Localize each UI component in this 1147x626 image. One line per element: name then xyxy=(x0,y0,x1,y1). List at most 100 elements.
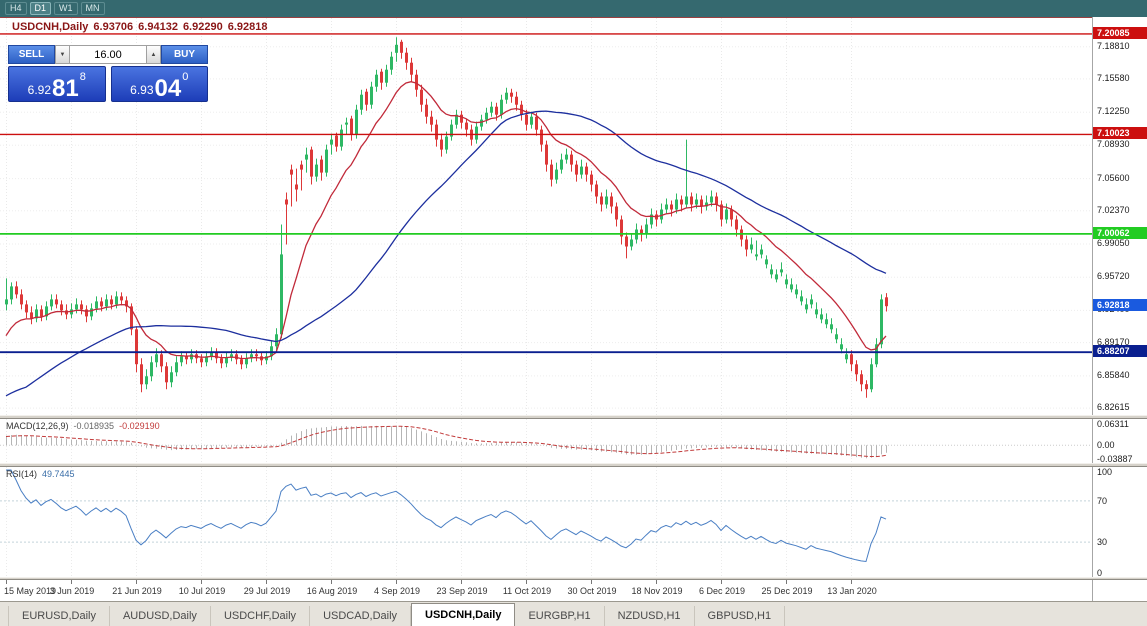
volume-decrease-icon[interactable]: ▼ xyxy=(55,45,70,64)
time-tick xyxy=(201,580,202,584)
bid-price-pip-digit: 8 xyxy=(79,71,86,83)
price-tick-label: 6.89170 xyxy=(1097,336,1130,347)
ohlc-open: 6.93706 xyxy=(93,21,134,33)
macd-axis: 0.06311 0.00 -0.03887 xyxy=(1092,419,1147,463)
date-label: 3 Jun 2019 xyxy=(49,586,95,596)
tab-usdchf-daily[interactable]: USDCHF,Daily xyxy=(211,606,311,626)
rsi-axis-label: 30 xyxy=(1097,537,1108,548)
tab-usdcnh-daily[interactable]: USDCNH,Daily xyxy=(411,603,516,626)
date-label: 10 Jul 2019 xyxy=(178,586,226,596)
time-tick xyxy=(266,580,267,584)
bid-price-prefix: 6.92 xyxy=(27,83,52,97)
date-label: 29 Jul 2019 xyxy=(243,586,291,596)
rsi-name: RSI(14) xyxy=(6,469,38,479)
price-tick-label: 7.15580 xyxy=(1097,72,1130,83)
horizontal-level-lines xyxy=(0,33,1092,354)
rsi-value: 49.7445 xyxy=(42,469,75,479)
chart-symbol-period: USDCNH,Daily xyxy=(12,21,89,33)
time-tick xyxy=(851,580,852,584)
date-label: 30 Oct 2019 xyxy=(567,586,617,596)
rsi-svg xyxy=(0,467,1092,577)
macd-svg xyxy=(0,419,1092,463)
chart-tab-bar: EURUSD,Daily AUDUSD,Daily USDCHF,Daily U… xyxy=(0,601,1147,626)
time-tick xyxy=(526,580,527,584)
tab-usdcad-daily[interactable]: USDCAD,Daily xyxy=(310,606,412,626)
macd-name: MACD(12,26,9) xyxy=(6,421,69,431)
ask-price-pip-digit: 0 xyxy=(182,71,189,83)
time-tick xyxy=(786,580,787,584)
macd-signal-value: -0.029190 xyxy=(119,421,160,431)
timeframe-toolbar: H4 D1 W1 MN xyxy=(0,0,1147,17)
ask-price-display[interactable]: 6.93 04 0 xyxy=(110,66,208,102)
price-tick-label: 7.02370 xyxy=(1097,204,1130,215)
sell-button[interactable]: SELL xyxy=(8,45,55,64)
volume-input[interactable] xyxy=(70,45,146,64)
macd-histogram xyxy=(6,425,887,459)
timeframe-mn-button[interactable]: MN xyxy=(80,2,105,15)
date-label: 16 Aug 2019 xyxy=(306,586,358,596)
macd-main-value: -0.018935 xyxy=(73,421,115,431)
price-tick-label: 7.05600 xyxy=(1097,172,1130,183)
tab-nzdusd-h1[interactable]: NZDUSD,H1 xyxy=(605,606,695,626)
date-label: 6 Dec 2019 xyxy=(698,586,746,596)
one-click-trading-panel: SELL ▼ ▲ BUY 6.92 81 8 6.93 04 0 xyxy=(8,45,208,102)
macd-axis-label: -0.03887 xyxy=(1097,454,1133,463)
time-tick xyxy=(71,580,72,584)
volume-increase-icon[interactable]: ▲ xyxy=(146,45,161,64)
price-tick-label: 7.18810 xyxy=(1097,40,1130,51)
pane-divider[interactable] xyxy=(0,415,1147,419)
time-tick xyxy=(461,580,462,584)
tab-eurusd-daily[interactable]: EURUSD,Daily xyxy=(8,606,110,626)
tab-audusd-daily[interactable]: AUDUSD,Daily xyxy=(110,606,211,626)
level-price-label: 7.00062 xyxy=(1093,226,1147,239)
bid-price-display[interactable]: 6.92 81 8 xyxy=(8,66,106,102)
date-label: 25 Dec 2019 xyxy=(761,586,813,596)
rsi-indicator-pane[interactable] xyxy=(0,467,1092,577)
date-label: 15 May 2019 xyxy=(3,586,57,596)
chart-title: USDCNH,Daily 6.93706 6.94132 6.92290 6.92818 xyxy=(12,21,272,33)
time-tick xyxy=(136,580,137,584)
ask-price-prefix: 6.93 xyxy=(130,83,154,97)
macd-signal-line xyxy=(5,425,887,458)
macd-indicator-pane[interactable] xyxy=(0,419,1092,463)
current-bid-price-label: 6.92818 xyxy=(1093,299,1147,312)
pane-divider[interactable] xyxy=(0,577,1147,580)
tab-gbpusd-h1[interactable]: GBPUSD,H1 xyxy=(695,606,786,626)
price-tick-label: 6.95720 xyxy=(1097,271,1130,282)
bid-price-big-digits: 81 xyxy=(52,75,79,102)
moving-averages xyxy=(5,81,887,397)
price-tick-label: 6.85840 xyxy=(1097,369,1130,380)
time-tick xyxy=(6,580,7,584)
price-tick-label: 7.12250 xyxy=(1097,106,1130,117)
tab-eurgbp-h1[interactable]: EURGBP,H1 xyxy=(515,606,605,626)
rsi-indicator-label: RSI(14) 49.7445 xyxy=(6,469,75,479)
price-tick-label: 6.99050 xyxy=(1097,237,1130,248)
level-price-label: 7.10023 xyxy=(1093,127,1147,140)
timeframe-h4-button[interactable]: H4 xyxy=(5,2,27,15)
time-tick xyxy=(656,580,657,584)
price-tick-label: 6.82615 xyxy=(1097,402,1130,413)
time-axis[interactable]: 15 May 2019 3 Jun 2019 21 Jun 2019 10 Jul 2… xyxy=(0,580,1092,601)
time-tick xyxy=(721,580,722,584)
timeframe-w1-button[interactable]: W1 xyxy=(54,2,78,15)
macd-axis-label: 0.00 xyxy=(1097,440,1115,451)
rsi-axis: 100 70 30 0 xyxy=(1092,467,1147,577)
rsi-axis-label: 70 xyxy=(1097,495,1108,506)
timeframe-d1-button[interactable]: D1 xyxy=(29,2,52,15)
ask-price-big-digits: 04 xyxy=(154,75,182,102)
pane-divider[interactable] xyxy=(0,463,1147,467)
price-chart-pane[interactable] xyxy=(0,17,1092,416)
date-label: 18 Nov 2019 xyxy=(631,586,683,596)
level-price-label: 7.20085 xyxy=(1093,26,1147,39)
ohlc-high: 6.94132 xyxy=(138,21,178,33)
rsi-axis-label: 100 xyxy=(1097,467,1113,477)
rsi-axis-label: 0 xyxy=(1097,568,1103,577)
date-label: 23 Sep 2019 xyxy=(436,586,488,596)
time-tick xyxy=(396,580,397,584)
price-axis[interactable]: 7.18810 7.15580 7.12250 7.08930 7.05600 7.023… xyxy=(1092,17,1147,415)
buy-button[interactable]: BUY xyxy=(161,45,208,64)
level-price-label: 6.88207 xyxy=(1093,345,1147,358)
date-label: 11 Oct 2019 xyxy=(502,586,552,596)
macd-axis-label: 0.06311 xyxy=(1097,419,1129,429)
